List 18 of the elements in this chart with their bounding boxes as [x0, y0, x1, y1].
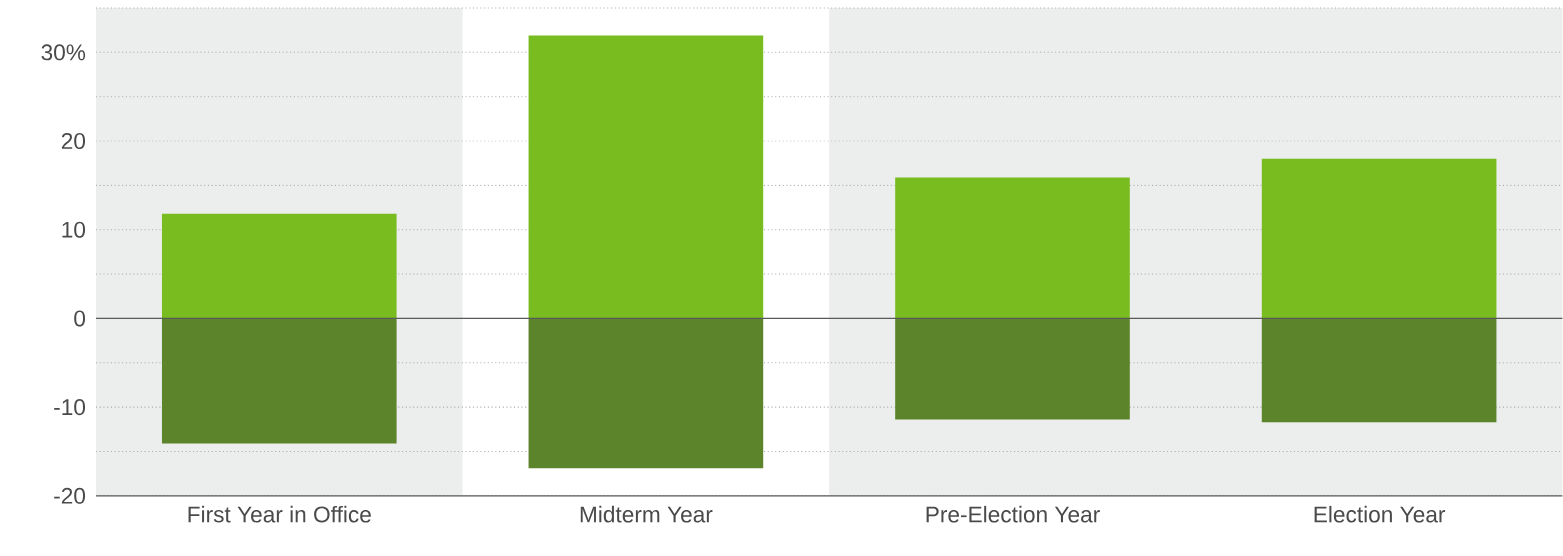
x-tick-label: Election Year [1314, 505, 1446, 523]
y-tick-label: -20 [54, 487, 86, 504]
y-tick-label: 10 [62, 221, 86, 238]
bar [1261, 158, 1497, 319]
y-tick-label: 20 [61, 133, 86, 150]
bar [161, 213, 397, 319]
bar [1261, 318, 1497, 423]
y-tick-label: 0 [74, 310, 86, 327]
bar [895, 318, 1130, 420]
x-tick-label: Midterm Year [580, 505, 713, 523]
bar [528, 318, 764, 469]
bar [161, 318, 397, 444]
y-tick-label: -10 [54, 399, 86, 416]
x-tick-label: Pre-Election Year [926, 505, 1100, 523]
y-tick-label: 30% [41, 44, 86, 61]
bar [895, 177, 1130, 319]
x-tick-label: First Year in Office [188, 505, 371, 523]
bar [528, 35, 764, 319]
